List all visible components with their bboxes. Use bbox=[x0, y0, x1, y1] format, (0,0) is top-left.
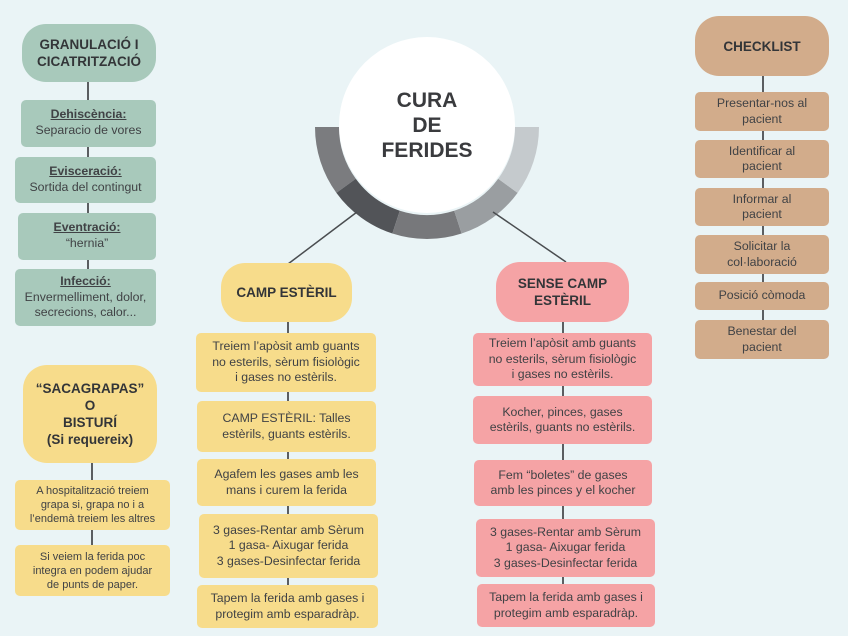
item-text: Sortida del contingut bbox=[29, 179, 142, 194]
camp-esteril-item[interactable]: Tapem la ferida amb gases i protegim amb… bbox=[197, 585, 378, 628]
granulacio-item-evisceracio[interactable]: Evisceració: Sortida del contingut bbox=[15, 157, 156, 203]
item-heading: Eventració: bbox=[53, 220, 121, 234]
checklist-item[interactable]: Solicitar la col·laboració bbox=[695, 235, 829, 274]
item-text: Envermelliment, dolor, secrecions, calor… bbox=[24, 289, 147, 320]
granulacio-title[interactable]: GRANULACIÓ I CICATRITZACIÓ bbox=[22, 24, 156, 82]
center-circle bbox=[339, 37, 515, 213]
camp-esteril-item[interactable]: CAMP ESTÈRIL: Talles estèrils, guants es… bbox=[197, 401, 376, 452]
sense-camp-item[interactable]: Tapem la ferida amb gases i protegim amb… bbox=[477, 584, 655, 627]
checklist-item[interactable]: Informar al pacient bbox=[695, 188, 829, 226]
item-text: “hernia” bbox=[65, 235, 109, 250]
arc-segment bbox=[454, 178, 518, 234]
camp-esteril-item[interactable]: Treiem l’apòsit amb guants no esterils, … bbox=[196, 333, 376, 392]
center-arc-ring bbox=[315, 127, 539, 240]
connector-camp-esteril bbox=[287, 211, 358, 265]
sense-camp-item[interactable]: Fem “boletes” de gases amb les pinces y … bbox=[474, 460, 652, 506]
item-heading: Infecció: bbox=[60, 274, 111, 288]
sacagrapas-item[interactable]: Si veiem la ferida poc integra en podem … bbox=[15, 545, 170, 596]
arc-segment bbox=[315, 127, 356, 193]
camp-esteril-item[interactable]: 3 gases-Rentar amb Sèrum 1 gasa- Aixugar… bbox=[199, 514, 378, 578]
checklist-item[interactable]: Presentar-nos al pacient bbox=[695, 92, 829, 131]
center-title: CURA DE FERIDES bbox=[381, 88, 473, 162]
sense-camp-item[interactable]: 3 gases-Rentar amb Sèrum 1 gasa- Aixugar… bbox=[476, 519, 655, 577]
sense-camp-title[interactable]: SENSE CAMP ESTÈRIL bbox=[496, 262, 629, 322]
checklist-item[interactable]: Identificar al pacient bbox=[695, 140, 829, 178]
connector-sense-camp bbox=[492, 211, 567, 263]
item-text: Separacio de vores bbox=[35, 122, 142, 137]
camp-esteril-title[interactable]: CAMP ESTÈRIL bbox=[221, 263, 352, 322]
checklist-item[interactable]: Benestar del pacient bbox=[695, 320, 829, 359]
item-heading: Evisceració: bbox=[49, 164, 122, 178]
arc-segment bbox=[392, 210, 462, 240]
granulacio-item-infeccio[interactable]: Infecció: Envermelliment, dolor, secrecio… bbox=[15, 269, 156, 326]
camp-esteril-item[interactable]: Agafem les gases amb les mans i curem la… bbox=[197, 459, 376, 506]
granulacio-item-dehiscencia[interactable]: Dehiscència: Separacio de vores bbox=[21, 100, 156, 147]
sacagrapas-title[interactable]: “SACAGRAPAS” O BISTURÍ (Si requereix) bbox=[23, 365, 157, 463]
item-heading: Dehiscència: bbox=[50, 107, 127, 121]
arc-segment bbox=[498, 127, 539, 193]
sacagrapas-item[interactable]: A hospitalització treiem grapa si, grapa… bbox=[15, 480, 170, 530]
sense-camp-item[interactable]: Treiem l’apòsit amb guants no esterils, … bbox=[473, 333, 652, 386]
arc-segment bbox=[336, 178, 400, 234]
sense-camp-item[interactable]: Kocher, pinces, gases estèrils, guants n… bbox=[473, 396, 652, 444]
checklist-title[interactable]: CHECKLIST bbox=[695, 16, 829, 76]
granulacio-item-eventracio[interactable]: Eventració: “hernia” bbox=[18, 213, 156, 260]
checklist-item[interactable]: Posició còmoda bbox=[695, 282, 829, 310]
